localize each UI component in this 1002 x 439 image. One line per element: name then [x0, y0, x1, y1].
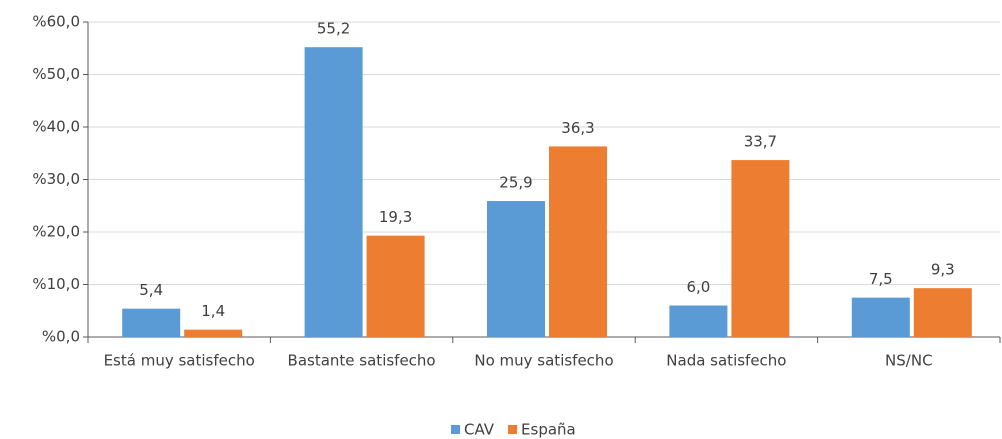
- legend-label: CAV: [464, 421, 495, 439]
- x-tick-label: Nada satisfecho: [666, 352, 786, 370]
- value-label: 9,3: [931, 261, 955, 279]
- bar: [669, 305, 728, 337]
- y-tick-label: %40,0: [32, 118, 80, 136]
- value-label: 19,3: [379, 208, 412, 226]
- bar: [184, 329, 243, 337]
- y-tick-label: %60,0: [32, 13, 80, 31]
- bar: [122, 308, 181, 337]
- value-label: 36,3: [561, 119, 594, 137]
- value-label: 7,5: [869, 270, 893, 288]
- y-tick-label: %30,0: [32, 170, 80, 188]
- value-label: 55,2: [317, 20, 350, 38]
- bar: [304, 47, 363, 337]
- legend-label: España: [521, 421, 576, 439]
- x-tick-label: Bastante satisfecho: [288, 352, 436, 370]
- y-tick-label: %20,0: [32, 223, 80, 241]
- value-label: 5,4: [139, 281, 163, 299]
- legend-swatch: [451, 425, 460, 434]
- y-tick-label: %0,0: [42, 328, 80, 346]
- x-tick-label: Está muy satisfecho: [104, 352, 255, 370]
- value-label: 25,9: [499, 174, 532, 192]
- legend-swatch: [508, 425, 518, 434]
- value-label: 6,0: [686, 278, 710, 296]
- value-label: 33,7: [744, 133, 777, 151]
- bar: [851, 297, 910, 337]
- value-label: 1,4: [201, 302, 225, 320]
- bar: [549, 146, 607, 337]
- y-tick-label: %10,0: [32, 275, 80, 293]
- y-tick-label: %50,0: [32, 65, 80, 83]
- bar: [913, 288, 972, 337]
- bar: [487, 201, 545, 337]
- x-tick-label: No muy satisfecho: [474, 352, 613, 370]
- bar: [731, 160, 790, 337]
- bar: [366, 235, 425, 337]
- x-tick-label: NS/NC: [885, 352, 933, 370]
